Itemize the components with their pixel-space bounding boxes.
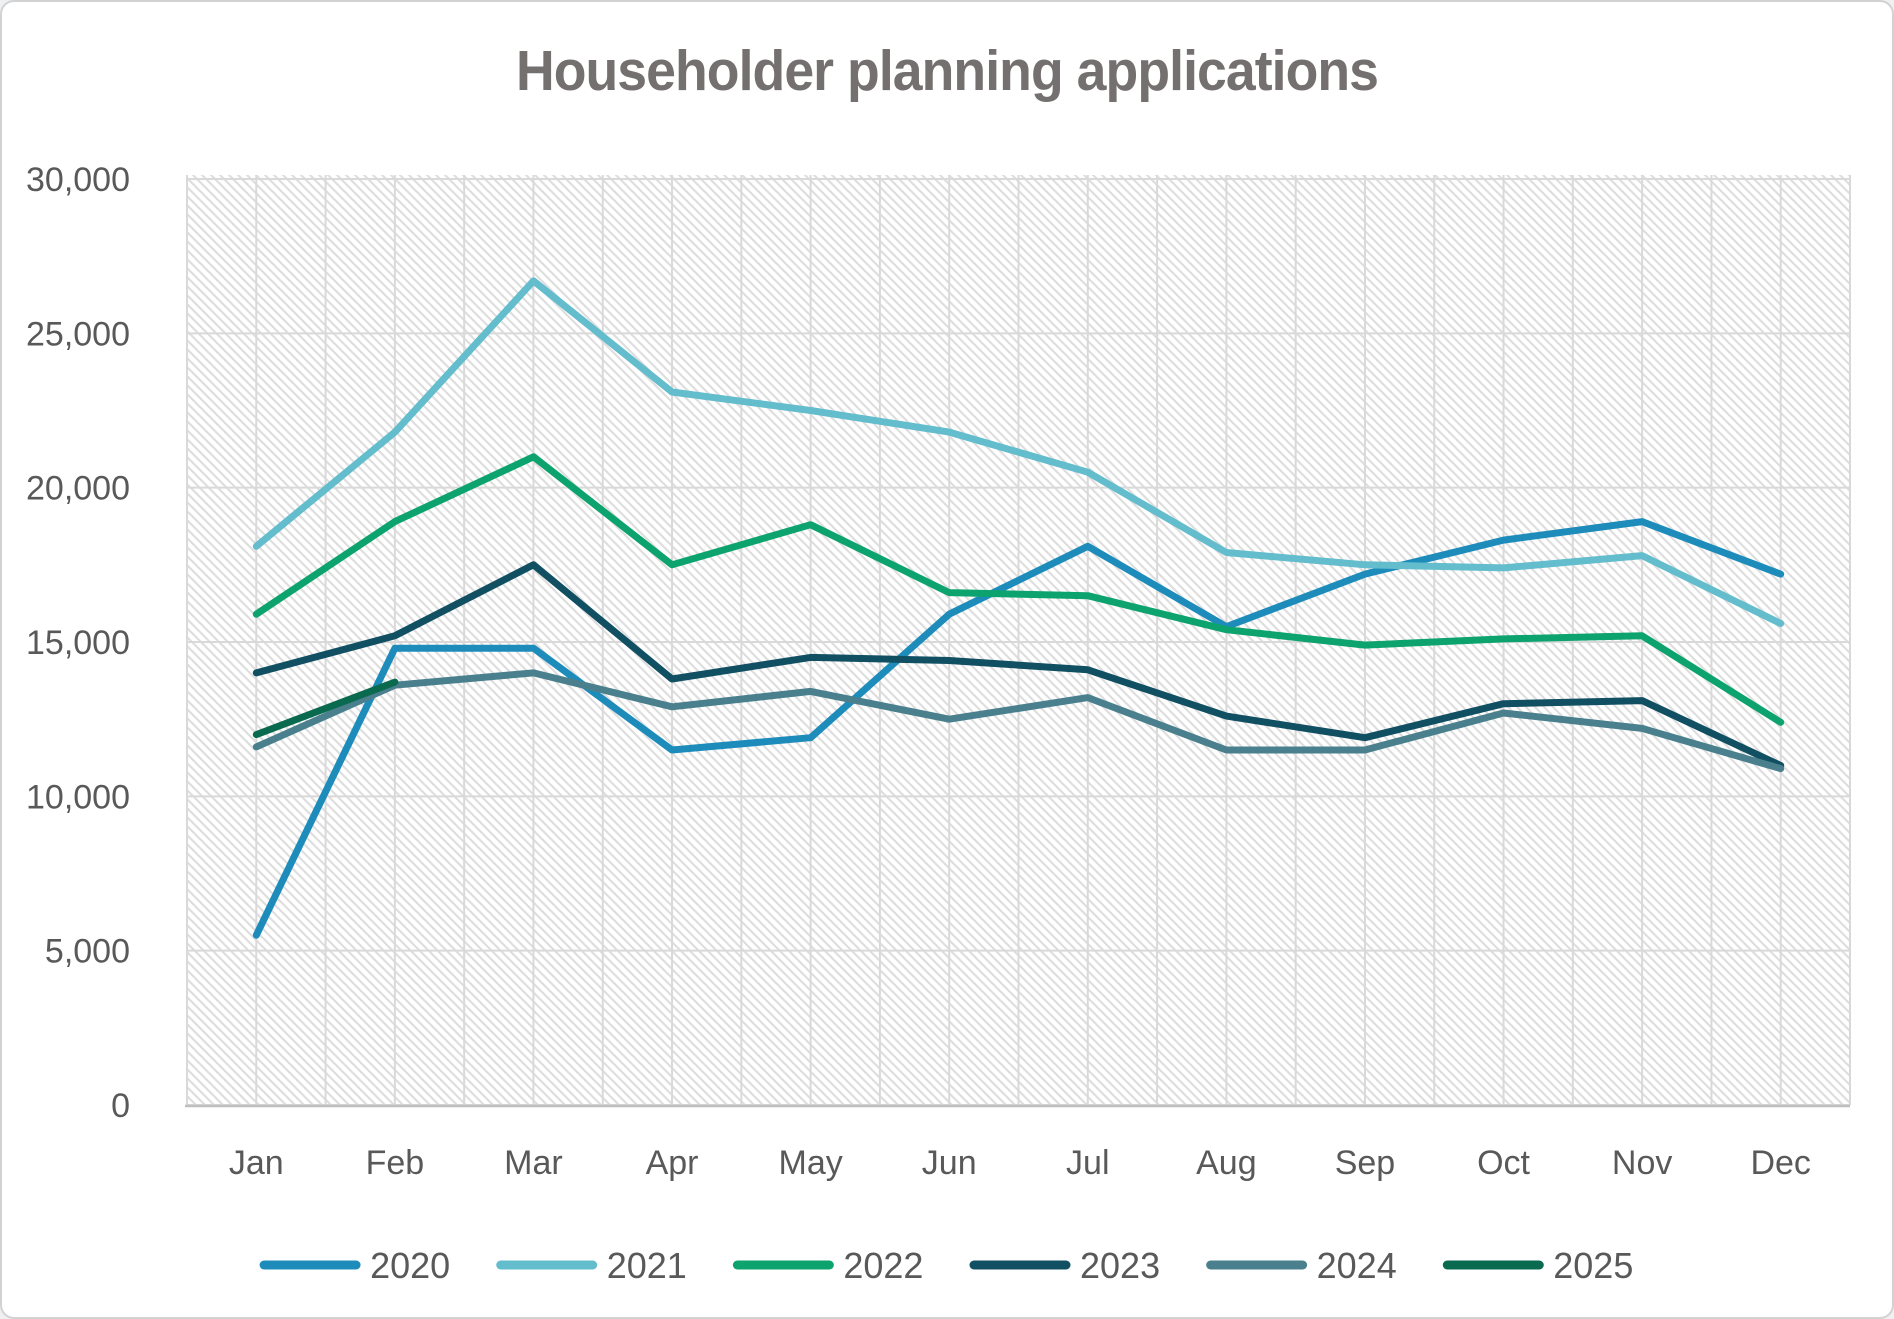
x-tick-label-Feb: Feb xyxy=(366,1144,425,1182)
series-line-2025 xyxy=(252,678,399,739)
x-tick-label-May: May xyxy=(779,1144,843,1182)
x-tick-label-Jul: Jul xyxy=(1066,1144,1109,1182)
x-tick-label-Aug: Aug xyxy=(1196,1144,1257,1182)
x-tick-label-Jun: Jun xyxy=(922,1144,977,1182)
y-axis-labels: 0 5,000 10,000 15,000 20,000 25,000 30,000 xyxy=(26,161,130,1125)
legend-item-2020: 2020 xyxy=(259,1245,450,1286)
legend-label-2021: 2021 xyxy=(607,1245,687,1286)
x-tick-label-Dec: Dec xyxy=(1750,1144,1810,1182)
series-line-2021 xyxy=(252,277,1785,627)
legend-label-2020: 2020 xyxy=(370,1245,450,1286)
legend-label-2022: 2022 xyxy=(843,1245,923,1286)
y-tick-label: 25,000 xyxy=(26,315,130,353)
legend-item-2024: 2024 xyxy=(1206,1245,1397,1286)
y-tick-label: 30,000 xyxy=(26,161,130,199)
series-lines xyxy=(252,277,1785,939)
series-line-2022 xyxy=(252,453,1785,726)
legend-label-2025: 2025 xyxy=(1553,1245,1633,1286)
series-line-2024 xyxy=(252,669,1785,773)
legend: 2020 2021 2022 2023 2024 2025 xyxy=(259,1245,1633,1286)
x-tick-label-Apr: Apr xyxy=(646,1144,699,1182)
x-tick-label-Mar: Mar xyxy=(504,1144,563,1182)
legend-item-2023: 2023 xyxy=(969,1245,1160,1286)
y-tick-label: 5,000 xyxy=(45,933,130,971)
series-line-2023 xyxy=(252,561,1785,769)
legend-item-2022: 2022 xyxy=(732,1245,923,1286)
x-tick-label-Oct: Oct xyxy=(1477,1144,1530,1182)
legend-item-2021: 2021 xyxy=(496,1245,687,1286)
legend-item-2025: 2025 xyxy=(1442,1245,1633,1286)
y-tick-label: 15,000 xyxy=(26,624,130,662)
chart-title: Householder planning applications xyxy=(515,39,1379,103)
series-line-2020 xyxy=(252,518,1785,939)
y-tick-label: 20,000 xyxy=(26,470,130,508)
legend-label-2024: 2024 xyxy=(1317,1245,1397,1286)
x-axis-labels: Jan Feb Mar Apr May Jun Jul Aug Sep Oct Nov Dec xyxy=(229,1144,1811,1182)
y-tick-label: 10,000 xyxy=(26,778,130,816)
x-tick-label-Jan: Jan xyxy=(229,1144,284,1182)
x-tick-label-Sep: Sep xyxy=(1335,1144,1396,1182)
x-tick-label-Nov: Nov xyxy=(1612,1144,1672,1182)
y-tick-label: 0 xyxy=(111,1087,130,1125)
legend-label-2023: 2023 xyxy=(1080,1245,1160,1286)
